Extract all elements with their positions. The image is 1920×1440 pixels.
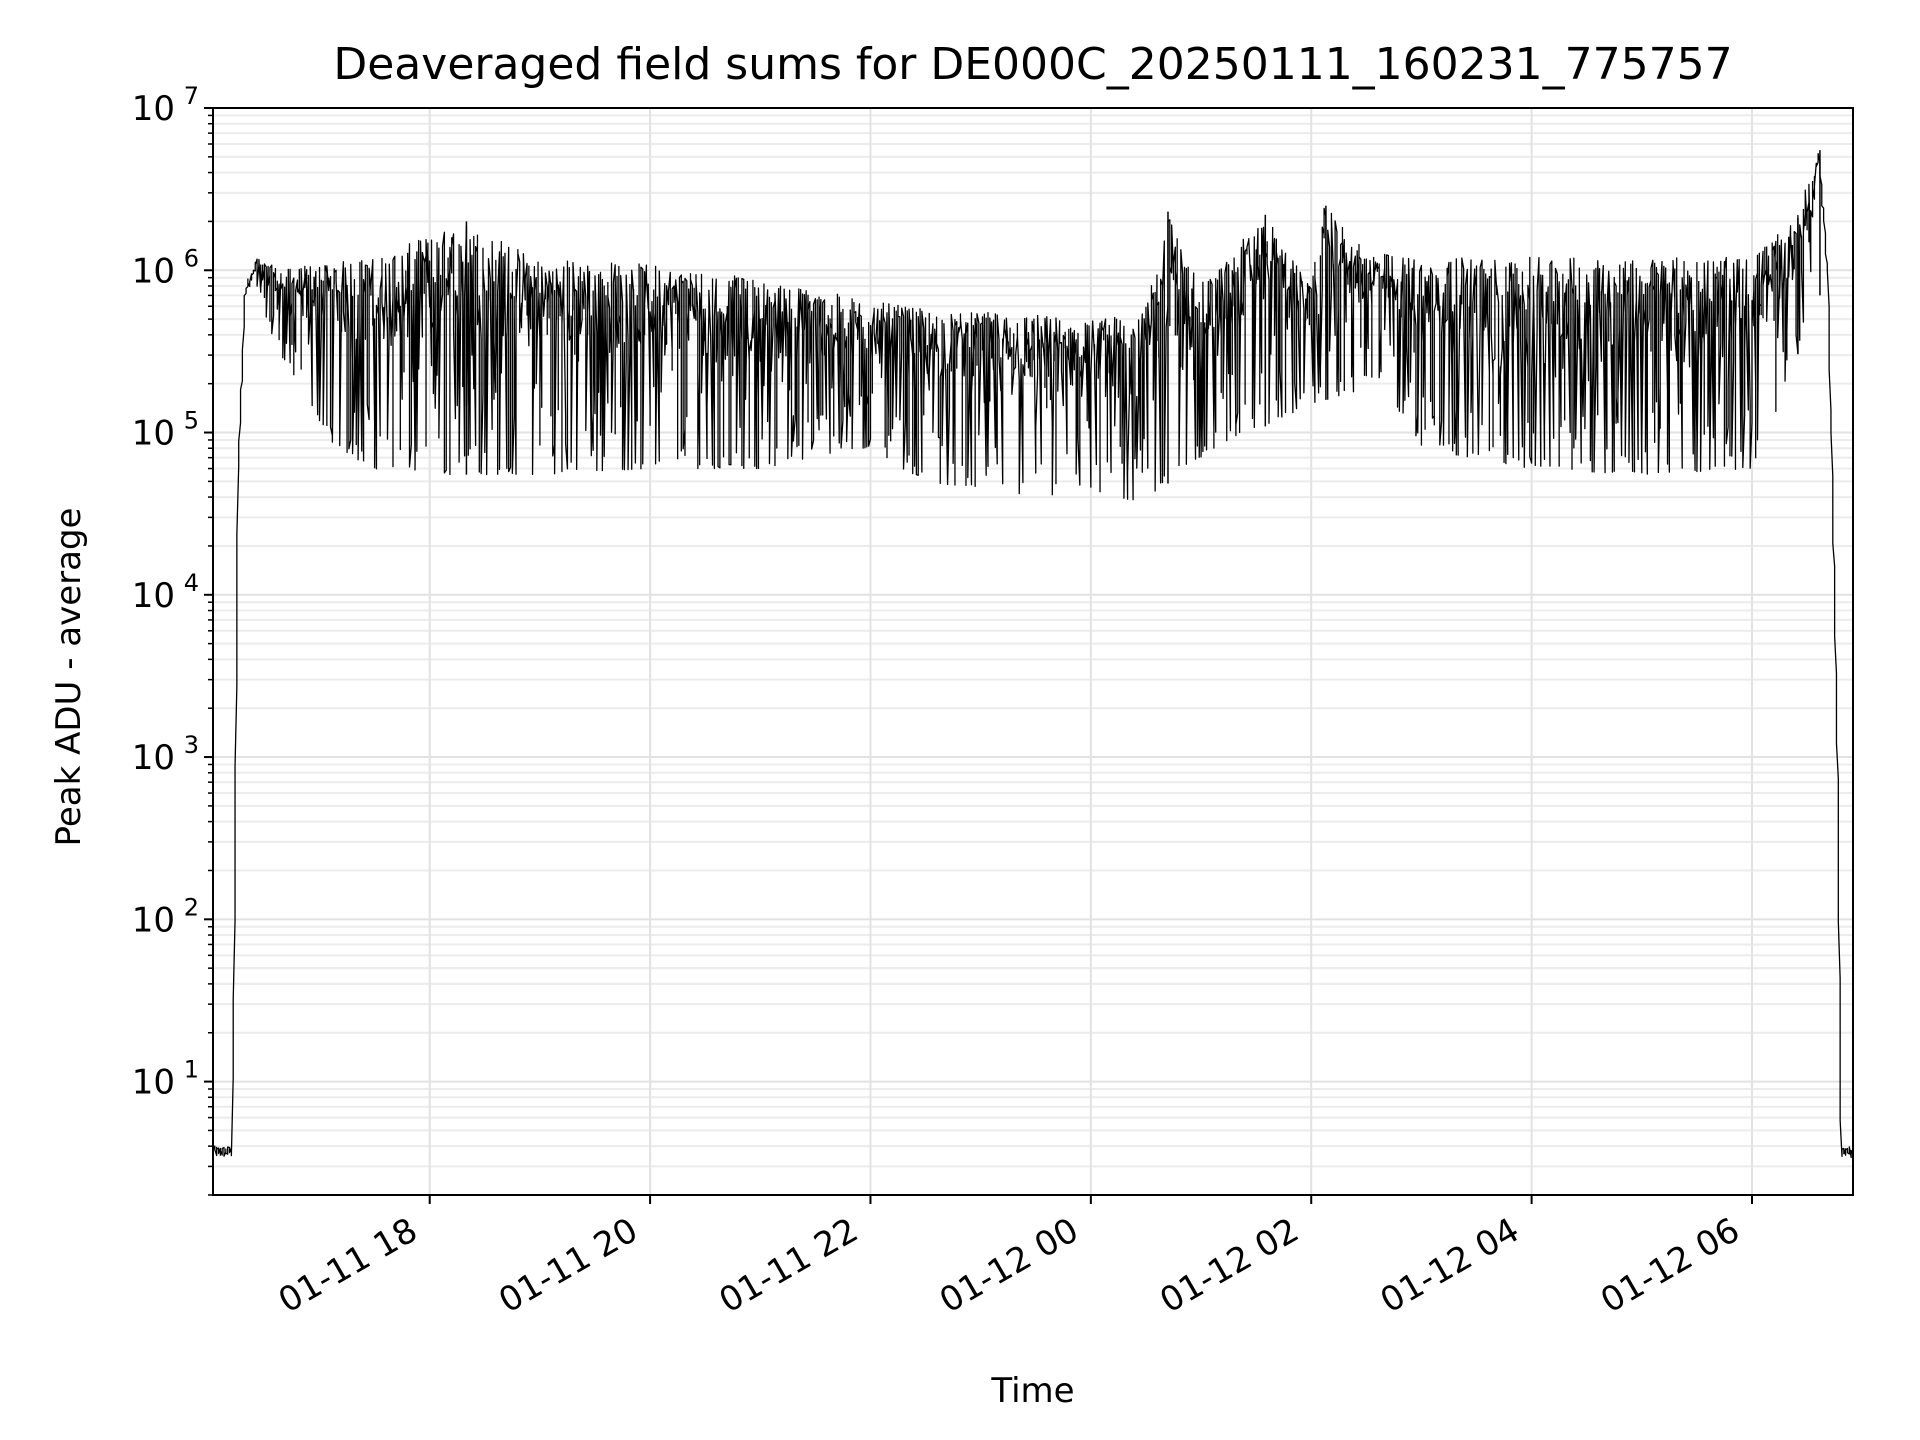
y-tick-base: 10 — [132, 738, 175, 778]
y-tick-base: 10 — [132, 414, 175, 454]
y-tick-label: 10 — [132, 414, 175, 454]
y-tick-exponent: 3 — [184, 731, 199, 759]
y-tick-label: 10 — [132, 1063, 175, 1103]
axes-frame — [212, 107, 1854, 1196]
y-tick-base: 10 — [132, 251, 175, 291]
y-tick-label: 10 — [132, 89, 175, 129]
axis-ticks — [204, 107, 1753, 1204]
y-tick-label: 10 — [132, 576, 175, 616]
y-tick-exponent: 5 — [184, 407, 199, 435]
y-tick-base: 10 — [132, 900, 175, 940]
y-tick-exponent: 4 — [184, 569, 199, 597]
data-series-line — [212, 152, 1854, 1159]
y-tick-label: 10 — [132, 900, 175, 940]
y-tick-label: 10 — [132, 251, 175, 291]
x-axis-label: Time — [990, 1371, 1074, 1411]
y-tick-base: 10 — [132, 1063, 175, 1103]
y-tick-label: 10 — [132, 738, 175, 778]
y-tick-exponent: 6 — [184, 244, 199, 272]
plot-area — [212, 150, 1854, 1159]
y-tick-labels: 10 1 10 2 10 3 10 4 10 5 10 6 10 7 — [132, 82, 199, 1103]
y-tick-base: 10 — [132, 89, 175, 129]
chart-title: Deaveraged field sums for DE000C_2025011… — [333, 39, 1732, 90]
y-tick-exponent: 2 — [184, 893, 199, 921]
y-axis-label: Peak ADU - average — [49, 508, 89, 847]
y-tick-exponent: 1 — [184, 1056, 199, 1084]
y-tick-base: 10 — [132, 576, 175, 616]
y-tick-exponent: 7 — [184, 82, 199, 110]
